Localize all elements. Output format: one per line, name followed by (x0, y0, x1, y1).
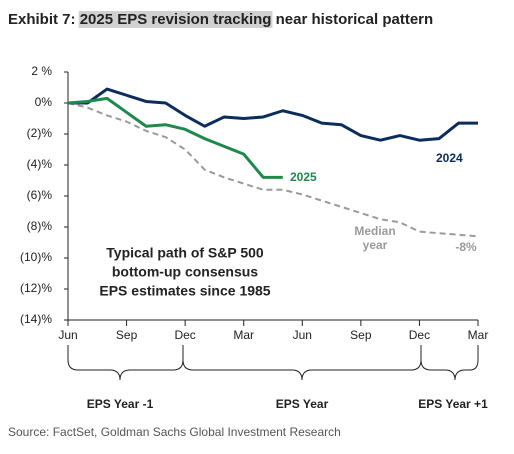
period-label: EPS Year (276, 397, 329, 411)
y-tick-label: 0% (35, 95, 53, 109)
period-label: EPS Year -1 (87, 397, 154, 411)
period-brackets (67, 345, 479, 381)
title-highlight: 2025 EPS revision tracking (80, 11, 272, 28)
series-label: Median year (354, 224, 396, 252)
series-label: 2025 (290, 170, 317, 184)
y-tick-label: (6)% (27, 188, 53, 202)
title-highlight-bg (78, 10, 273, 28)
x-tick-label: Dec (174, 328, 195, 342)
series-label: 2024 (436, 151, 463, 165)
y-tick-label: (8)% (27, 219, 53, 233)
end-label: -8% (455, 240, 477, 254)
period-label: EPS Year +1 (418, 397, 488, 411)
bracket (67, 345, 184, 381)
series-line (67, 102, 479, 238)
annotation: EPS estimates since 1985 (99, 283, 270, 299)
x-tick-label: Jun (293, 328, 312, 342)
title-part: Exhibit 7: (8, 11, 76, 28)
x-tick-label: Mar (468, 328, 489, 342)
annotation: bottom-up consensus (112, 264, 258, 280)
y-tick-label: (10)% (20, 250, 52, 264)
y-tick-label: (4)% (27, 157, 53, 171)
y-tick-label: (12)% (20, 281, 52, 295)
x-tick-label: Jun (58, 328, 77, 342)
x-tick-label: Sep (116, 328, 138, 342)
bracket (420, 345, 479, 381)
bracket (182, 345, 422, 381)
y-tick-label: (14)% (20, 312, 52, 326)
title-part: near historical pattern (276, 11, 434, 28)
series-line (67, 96, 283, 179)
x-tick-label: Mar (233, 328, 254, 342)
y-tick-label: 2 % (31, 64, 52, 78)
series-line (68, 87, 478, 142)
x-tick-label: Dec (409, 328, 430, 342)
x-tick-label: Sep (350, 328, 372, 342)
source: Source: FactSet, Goldman Sachs Global In… (8, 425, 341, 439)
annotation: Typical path of S&P 500 (106, 245, 264, 261)
chart-title: Exhibit 7: 2025 EPS revision tracking ne… (8, 11, 433, 28)
y-tick-label: (2)% (27, 126, 53, 140)
